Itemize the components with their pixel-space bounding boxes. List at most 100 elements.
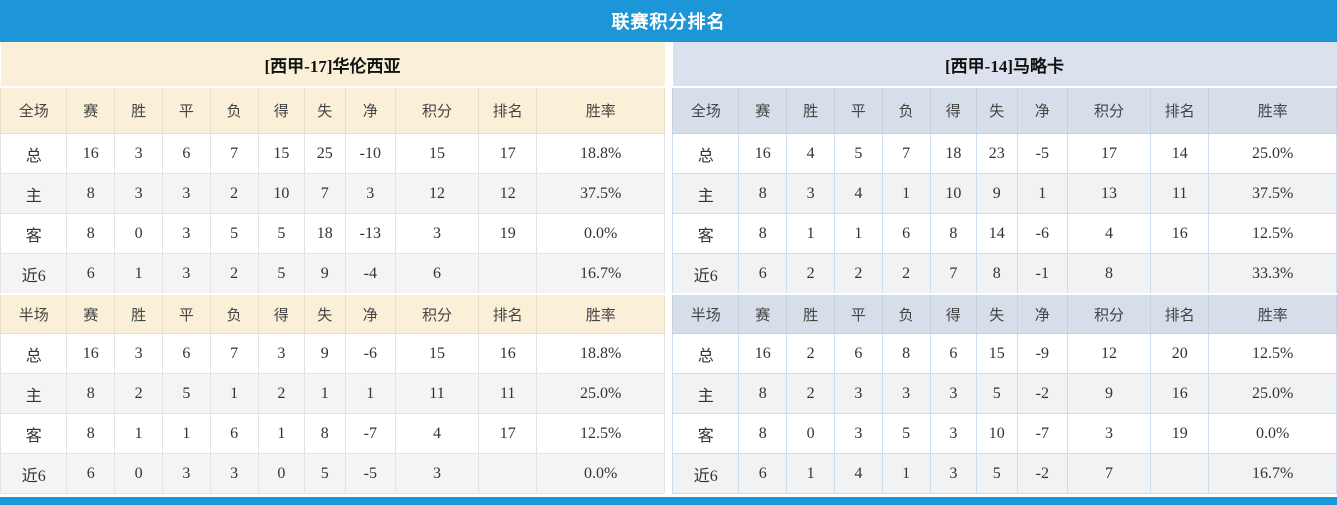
column-header: 排名: [1149, 86, 1210, 134]
stat-cell: 8: [738, 373, 788, 414]
stat-cell: 8: [929, 213, 978, 254]
stat-cell: 3: [161, 253, 211, 295]
panel-title-bar: 联赛积分排名: [0, 0, 1337, 42]
winrate-cell: 12.5%: [1208, 213, 1337, 254]
column-header: 排名: [477, 293, 538, 334]
stat-cell: 9: [976, 173, 1018, 214]
points-cell: 8: [1067, 253, 1151, 295]
stat-cell: -7: [344, 413, 397, 454]
stat-cell: 16: [738, 133, 788, 174]
row-label: 主: [0, 373, 68, 414]
column-header: 胜: [114, 293, 163, 334]
winrate-cell: 0.0%: [536, 213, 665, 254]
stat-cell: 8: [738, 213, 788, 254]
column-header: 得: [257, 293, 306, 334]
stat-cell: 8: [66, 413, 116, 454]
rank-cell: [1149, 453, 1210, 494]
stat-cell: -9: [1016, 333, 1069, 374]
stat-cell: 0: [114, 213, 163, 254]
column-header: 净: [344, 86, 397, 134]
stat-cell: 1: [833, 213, 883, 254]
column-header: 净: [1016, 86, 1069, 134]
column-header: 失: [976, 86, 1018, 134]
stat-cell: 2: [257, 373, 306, 414]
stat-cell: 5: [881, 413, 931, 454]
stat-cell: 1: [209, 373, 259, 414]
rank-cell: 17: [477, 413, 538, 454]
winrate-cell: 33.3%: [1208, 253, 1337, 295]
stat-cell: -2: [1016, 373, 1069, 414]
column-header: 得: [929, 86, 978, 134]
stat-cell: 16: [66, 333, 116, 374]
column-header: 排名: [1149, 293, 1210, 334]
table-row: 总 16 3 6 7 15 25 -10 15 17 18.8%: [0, 133, 665, 174]
rank-cell: 16: [477, 333, 538, 374]
column-header: 积分: [1067, 86, 1151, 134]
row-label: 近6: [0, 253, 68, 295]
panel-title: 联赛积分排名: [611, 12, 726, 32]
section-label: 半场: [0, 293, 68, 334]
column-header: 平: [833, 293, 883, 334]
winrate-cell: 37.5%: [536, 173, 665, 214]
section-header-row: 半场赛胜平负得失净积分 排名 胜率: [671, 293, 1337, 334]
row-label: 客: [671, 213, 740, 254]
table-row: 总 16 2 6 8 6 15 -9 12 20 12.5%: [671, 333, 1337, 374]
stat-cell: 18: [929, 133, 978, 174]
column-header: 得: [929, 293, 978, 334]
points-cell: 15: [395, 333, 479, 374]
stat-cell: 18: [304, 213, 346, 254]
table-row: 近6 6 1 4 1 3 5 -2 7 16.7%: [671, 453, 1337, 494]
points-cell: 3: [395, 453, 479, 494]
half-match-section: 半场赛胜平负得失净积分 排名 胜率总 16 3 6 7 3 9 -6 15 16 18.8% 主 8 2 5 1 2…: [0, 293, 665, 494]
column-header: 积分: [395, 293, 479, 334]
team-table-left: [西甲-17]华伦西亚 全场赛胜平负得失净积分 排名 胜率总 16 3 6 7 15 25 -10…: [0, 42, 665, 494]
stat-cell: 3: [929, 453, 978, 494]
table-row: 近6 6 1 3 2 5 9 -4 6 16.7%: [0, 253, 665, 295]
column-header: 负: [209, 293, 259, 334]
stat-cell: 3: [929, 373, 978, 414]
stat-cell: 10: [976, 413, 1018, 454]
rank-cell: [477, 453, 538, 494]
row-label: 客: [0, 413, 68, 454]
tables-container: [西甲-17]华伦西亚 全场赛胜平负得失净积分 排名 胜率总 16 3 6 7 15 25 -10…: [0, 42, 1337, 494]
stat-cell: 2: [786, 333, 835, 374]
row-label: 客: [0, 213, 68, 254]
stat-cell: 8: [738, 413, 788, 454]
team-name-band: [西甲-17]华伦西亚: [0, 42, 665, 88]
stat-cell: 10: [929, 173, 978, 214]
stat-cell: 1: [786, 453, 835, 494]
stat-cell: 3: [161, 453, 211, 494]
column-header: 负: [881, 293, 931, 334]
team-table-right: [西甲-14]马略卡 全场赛胜平负得失净积分 排名 胜率总 16 4 5 7 18 23 -5 17…: [671, 42, 1337, 494]
column-header: 负: [881, 86, 931, 134]
column-header: 胜率: [1208, 86, 1337, 134]
rank-cell: 16: [1149, 213, 1210, 254]
stat-cell: 0: [114, 453, 163, 494]
rank-cell: [1149, 253, 1210, 295]
stat-cell: -6: [344, 333, 397, 374]
rank-cell: 17: [477, 133, 538, 174]
stat-cell: 4: [833, 453, 883, 494]
stat-cell: 1: [161, 413, 211, 454]
stat-cell: 6: [66, 453, 116, 494]
stat-cell: 3: [114, 133, 163, 174]
stat-cell: 7: [304, 173, 346, 214]
stat-cell: 6: [833, 333, 883, 374]
stat-cell: -2: [1016, 453, 1069, 494]
column-header: 赛: [738, 86, 788, 134]
stat-cell: 2: [114, 373, 163, 414]
table-row: 客 8 0 3 5 5 18 -13 3 19 0.0%: [0, 213, 665, 254]
row-label: 总: [0, 133, 68, 174]
stat-cell: 3: [929, 413, 978, 454]
points-cell: 4: [395, 413, 479, 454]
column-header: 平: [161, 86, 211, 134]
stat-cell: 2: [786, 253, 835, 295]
stat-cell: 6: [881, 213, 931, 254]
stat-cell: -1: [1016, 253, 1069, 295]
stat-cell: 6: [738, 453, 788, 494]
table-row: 客 8 0 3 5 3 10 -7 3 19 0.0%: [671, 413, 1337, 454]
section-label: 全场: [671, 86, 740, 134]
stat-cell: 15: [257, 133, 306, 174]
column-header: 积分: [395, 86, 479, 134]
stat-cell: 1: [114, 413, 163, 454]
